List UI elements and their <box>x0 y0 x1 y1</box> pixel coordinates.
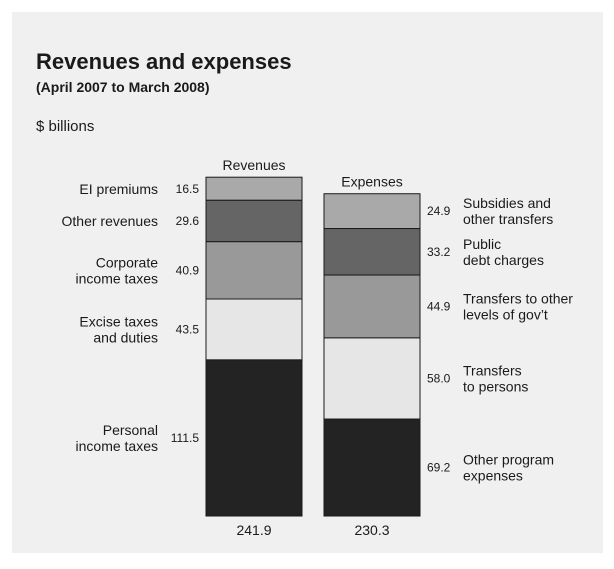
expenses-segment-bar <box>323 418 421 517</box>
expenses-value-label: 44.9 <box>427 299 451 313</box>
revenues-value-label: 29.6 <box>176 214 200 228</box>
expenses-column-header: Expenses <box>341 174 402 190</box>
revenues-segment-bar <box>205 359 303 517</box>
expenses-category-label-line: Other program <box>463 452 554 468</box>
revenues-total-label: 241.9 <box>236 522 271 538</box>
revenues-value-label: 111.5 <box>171 431 200 445</box>
expenses-total-label: 230.3 <box>354 522 389 538</box>
revenues-category-label-line: Excise taxes <box>79 313 158 329</box>
expenses-category-label-line: debt charges <box>463 252 544 268</box>
expenses-category-label: Transfers to other levels of gov’t <box>463 290 573 322</box>
unit-label: $ billions <box>36 118 95 135</box>
revenues-category-label: Other revenues <box>62 213 159 229</box>
revenues-segment-bar <box>205 298 303 361</box>
expenses-category-label: Other program expenses <box>463 452 554 484</box>
chart-subtitle: (April 2007 to March 2008) <box>36 79 210 95</box>
expenses-category-label-line: Subsidies and <box>463 195 551 211</box>
expenses-category-label: Transfers to persons <box>463 363 528 395</box>
revenues-value-label: 43.5 <box>176 322 200 336</box>
expenses-category-label-line: Public <box>463 236 501 252</box>
expenses-category-label-line: Transfers <box>463 363 522 379</box>
expenses-segment-bar <box>323 274 421 339</box>
expenses-segment-bar <box>323 193 421 230</box>
expenses-category-label-line: Transfers to other <box>463 290 573 306</box>
revenues-category-label: Excise taxes and duties <box>79 313 158 345</box>
expenses-value-label: 33.2 <box>427 245 451 259</box>
expenses-category-label: Subsidies and other transfers <box>463 195 553 227</box>
chart-panel <box>12 12 603 553</box>
revenues-segment-bar <box>205 241 303 300</box>
revenues-column-header: Revenues <box>222 157 285 173</box>
expenses-segment-bar <box>323 228 421 276</box>
revenues-category-label-line: and duties <box>93 329 158 345</box>
expenses-category-label-line: levels of gov’t <box>463 306 548 322</box>
revenues-category-label: Personal income taxes <box>76 422 158 454</box>
expenses-category-label-line: to persons <box>463 379 528 395</box>
revenues-category-label: Corporate income taxes <box>76 254 159 286</box>
revenues-category-label-line: Corporate <box>96 254 158 270</box>
expenses-category-label-line: other transfers <box>463 211 553 227</box>
revenues-value-label: 16.5 <box>176 182 200 196</box>
revenues-value-label: 40.9 <box>176 263 200 277</box>
revenues-segment-bar <box>205 176 303 201</box>
revenues-category-label-line: income taxes <box>76 438 158 454</box>
revenues-category-label-line: Other revenues <box>62 213 159 229</box>
revenues-category-label-line: income taxes <box>76 270 158 286</box>
expenses-value-label: 24.9 <box>427 204 451 218</box>
revenues-category-label: EI premiums <box>79 181 158 197</box>
expenses-value-label: 69.2 <box>427 461 451 475</box>
revenues-category-label-line: Personal <box>103 422 158 438</box>
chart-title: Revenues and expenses <box>36 49 292 74</box>
expenses-segment-bar <box>323 337 421 420</box>
revenues-segment-bar <box>205 199 303 243</box>
expenses-category-label: Public debt charges <box>463 236 544 268</box>
expenses-category-label-line: expenses <box>463 468 523 484</box>
revenues-category-label-line: EI premiums <box>79 181 158 197</box>
expenses-value-label: 58.0 <box>427 372 451 386</box>
